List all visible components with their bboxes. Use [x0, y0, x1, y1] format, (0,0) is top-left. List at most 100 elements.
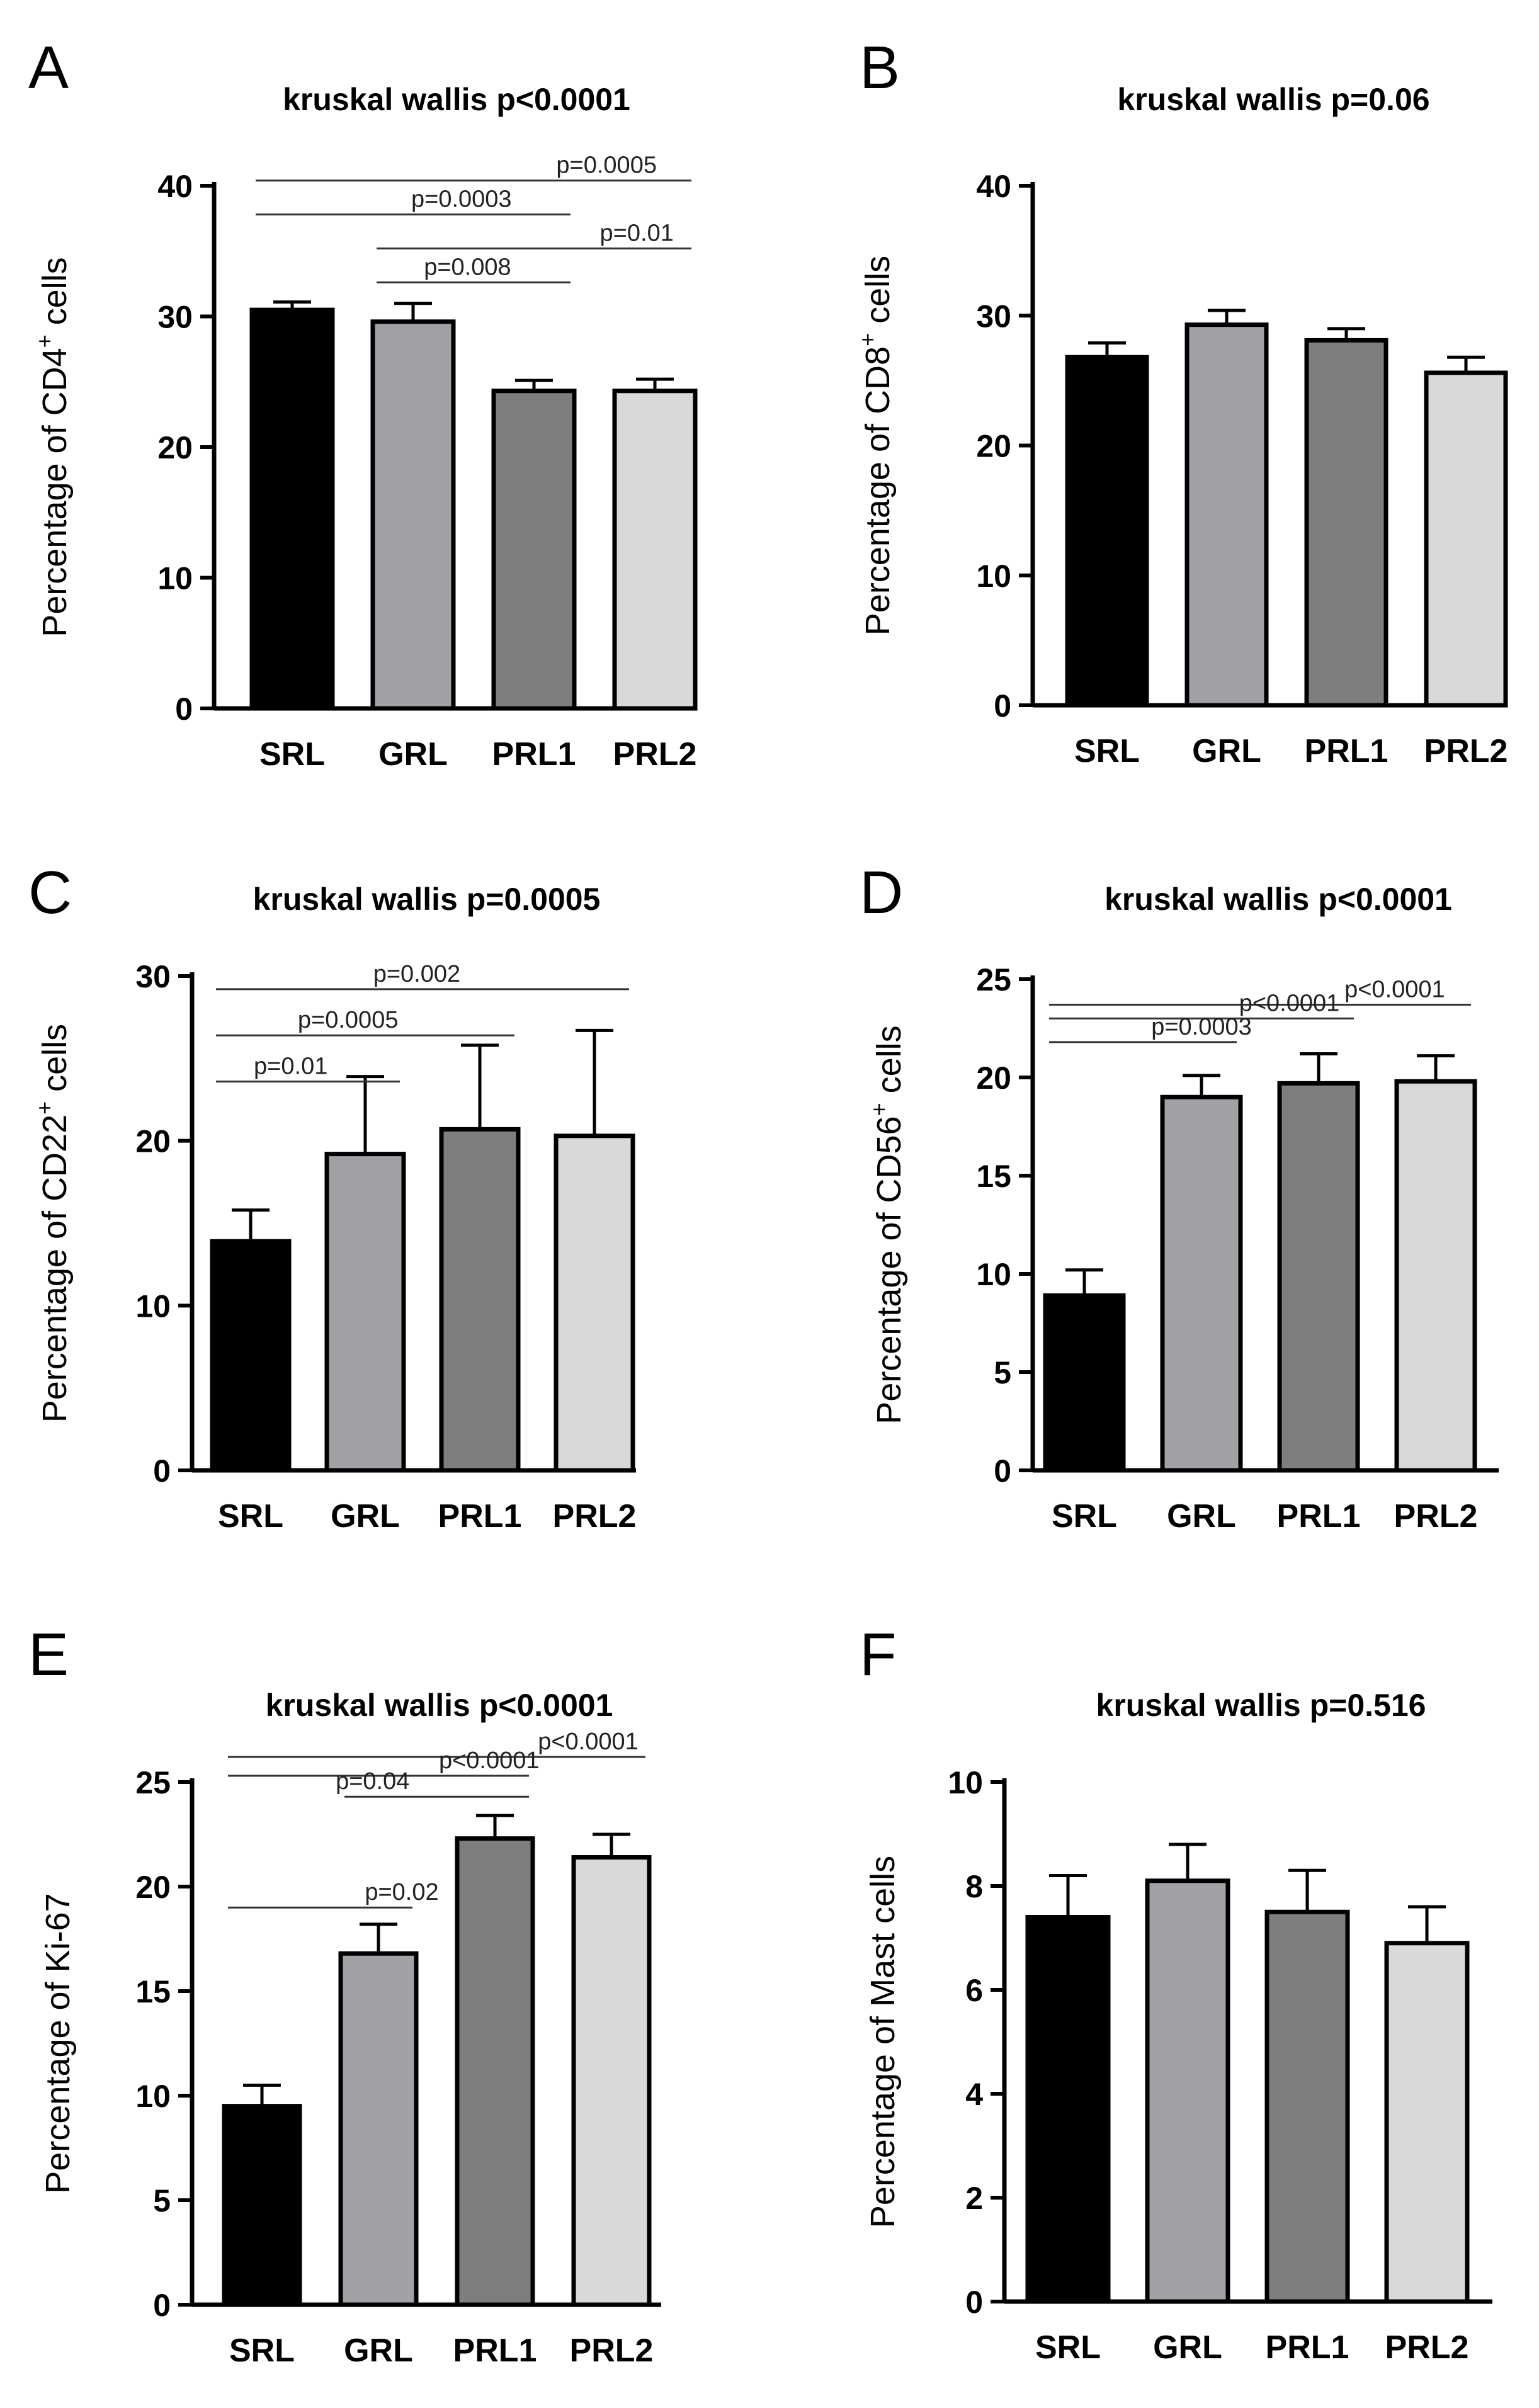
panel-d-ytick-label: 20 — [976, 1060, 1011, 1096]
panel-f-ytick-label: 6 — [965, 1973, 983, 2008]
panel-a-bar-srl — [249, 307, 335, 711]
panel-a-title: kruskal wallis p<0.0001 — [283, 82, 630, 117]
panel-c-xtick-label: GRL — [331, 1498, 400, 1535]
panel-d-letter: D — [860, 859, 903, 926]
panel-d-xtick-label: PRL1 — [1277, 1498, 1361, 1535]
panel-c-xtick-label: PRL1 — [438, 1498, 522, 1535]
panel-e-bar-srl — [222, 2104, 302, 2307]
panel-b-bar-prl1 — [1304, 338, 1389, 708]
panel-d-title: kruskal wallis p<0.0001 — [1105, 882, 1452, 917]
panel-d-ytick-label: 25 — [976, 962, 1011, 997]
panel-e-bar-prl2 — [571, 1855, 652, 2307]
panel-b-bar-srl — [1065, 355, 1149, 708]
panel-c-bar-prl2 — [554, 1133, 635, 1473]
panel-b-ytick-label: 30 — [976, 298, 1011, 334]
panel-b-xtick-label: PRL2 — [1424, 733, 1508, 770]
panel-f-ytick-label: 0 — [965, 2285, 983, 2320]
panel-d-xtick-label: PRL2 — [1394, 1498, 1478, 1535]
panel-d-ytick-label: 5 — [994, 1355, 1011, 1390]
panel-e-ytick-label: 25 — [135, 1765, 171, 1800]
panel-e-ytick-label: 20 — [135, 1870, 171, 1905]
panel-f-ytick-label: 8 — [965, 1869, 983, 1904]
panel-c-sig-label: p=0.0005 — [298, 1007, 399, 1033]
panel-e-ytick-label: 15 — [135, 1974, 171, 2009]
panel-d-bar-grl — [1160, 1094, 1243, 1473]
panel-e-ytick-label: 10 — [135, 2079, 171, 2114]
panel-e-xtick-label: PRL1 — [453, 2332, 537, 2369]
panel-c-ytick-label: 10 — [135, 1288, 171, 1324]
panel-a-xtick-label: PRL2 — [613, 736, 697, 773]
panel-d-xtick-label: GRL — [1167, 1498, 1236, 1535]
panel-d-bar-prl1 — [1277, 1081, 1360, 1473]
panel-d-ytick-label: 0 — [994, 1453, 1011, 1489]
panel-e-sig-label: p=0.04 — [336, 1768, 409, 1795]
panel-a-ytick-label: 0 — [175, 691, 193, 727]
panel-d-ylabel: Percentage of CD56+ cells — [866, 1025, 908, 1424]
panel-a-sig-label: p=0.0005 — [556, 152, 657, 179]
panel-c-title: kruskal wallis p=0.0005 — [253, 882, 601, 917]
panel-a-bar-prl2 — [612, 389, 698, 711]
panel-b-bar-prl2 — [1424, 370, 1508, 708]
panel-c-letter: C — [28, 859, 72, 926]
panel-b-title: kruskal wallis p=0.06 — [1117, 82, 1429, 117]
panel-f-xtick-label: SRL — [1035, 2329, 1101, 2366]
panel-e-sig-label: p<0.0001 — [538, 1729, 639, 1755]
panel-a-ylabel: Percentage of CD4+ cells — [31, 257, 74, 637]
panel-a-letter: A — [28, 34, 69, 101]
panel-b-ytick-label: 40 — [976, 169, 1011, 204]
panel-f-title: kruskal wallis p=0.516 — [1096, 1688, 1426, 1723]
panel-a-ytick-label: 40 — [157, 169, 193, 204]
panel-f-xtick-label: PRL2 — [1385, 2329, 1469, 2366]
panel-f-ytick-label: 4 — [965, 2077, 983, 2112]
panel-e-sig-label: p=0.02 — [365, 1879, 438, 1905]
panel-b-ylabel: Percentage of CD8+ cells — [855, 256, 897, 635]
panel-c-xtick-label: PRL2 — [553, 1498, 637, 1535]
panel-e-title: kruskal wallis p<0.0001 — [266, 1688, 613, 1723]
panel-a-bar-prl1 — [491, 389, 577, 711]
panel-f-bar-prl2 — [1384, 1941, 1470, 2304]
panel-b-xtick-label: PRL1 — [1305, 733, 1389, 770]
panel-b-bar-grl — [1184, 322, 1269, 708]
panel-a-ytick-label: 10 — [157, 561, 193, 596]
panel-a-sig-label: p=0.01 — [600, 220, 674, 247]
panel-e-ytick-label: 0 — [153, 2288, 171, 2323]
panel-f-letter: F — [860, 1621, 897, 1688]
panel-b-ytick-label: 20 — [976, 429, 1011, 464]
panel-d-xtick-label: SRL — [1052, 1498, 1117, 1535]
panel-b-ytick-label: 0 — [994, 688, 1011, 724]
panel-d-sig-label: p<0.0001 — [1239, 990, 1340, 1016]
panel-c-sig-label: p=0.01 — [254, 1053, 327, 1079]
panel-c-bar-srl — [210, 1239, 292, 1473]
panel-a-sig-label: p=0.008 — [424, 254, 511, 281]
panel-e-xtick-label: GRL — [344, 2332, 413, 2369]
panel-e-letter: E — [28, 1621, 69, 1688]
panel-f-xtick-label: GRL — [1153, 2329, 1222, 2366]
panel-f-bar-grl — [1145, 1878, 1230, 2304]
panel-f-ytick-label: 2 — [965, 2181, 983, 2216]
panel-e-ylabel: Percentage of Ki-67 — [39, 1893, 77, 2193]
panel-e-ytick-label: 5 — [153, 2183, 171, 2218]
panel-b-xtick-label: GRL — [1192, 733, 1261, 770]
panel-a-ytick-label: 30 — [157, 300, 193, 335]
panel-c-ytick-label: 20 — [135, 1124, 171, 1159]
panel-a-xtick-label: GRL — [378, 736, 448, 773]
panel-c-ylabel: Percentage of CD22+ cells — [31, 1024, 74, 1423]
panel-a-sig-label: p=0.0003 — [411, 186, 512, 213]
panel-d-sig-label: p<0.0001 — [1344, 977, 1445, 1003]
panel-c-bar-grl — [324, 1152, 406, 1473]
panel-e-bar-grl — [338, 1951, 419, 2307]
panel-d-ytick-label: 10 — [976, 1257, 1011, 1292]
panel-e-sig-label: p<0.0001 — [439, 1747, 540, 1774]
panel-e-xtick-label: PRL2 — [570, 2332, 654, 2369]
panel-b-ytick-label: 10 — [976, 559, 1011, 594]
panel-f-xtick-label: PRL1 — [1266, 2329, 1349, 2366]
panel-a-ytick-label: 20 — [157, 430, 193, 465]
panel-c-xtick-label: SRL — [218, 1498, 283, 1535]
panel-d-ytick-label: 15 — [976, 1159, 1011, 1194]
panel-d-bar-prl2 — [1394, 1079, 1477, 1473]
panel-b-xtick-label: SRL — [1074, 733, 1140, 770]
panel-f-ytick-label: 10 — [948, 1765, 983, 1800]
panel-a-xtick-label: SRL — [259, 736, 325, 773]
